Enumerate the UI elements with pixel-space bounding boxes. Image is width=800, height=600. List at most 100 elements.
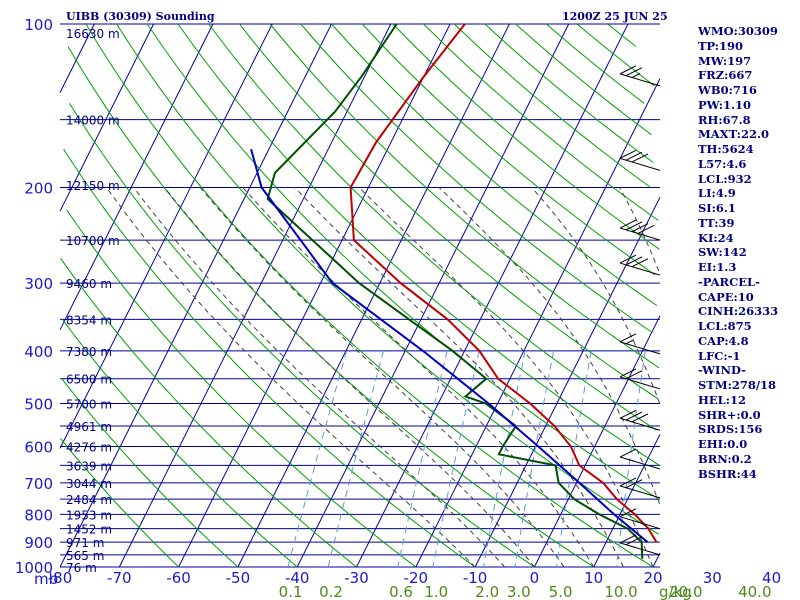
dry-adiabat-line: [66, 209, 417, 568]
pressure-unit-label: mb: [34, 570, 58, 588]
temperature-line: [349, 23, 658, 543]
height-labels: 16630 m 14000 m 12150 m 10700 m 9460 m 8354 m…: [66, 27, 120, 575]
height-label: 16630 m: [66, 27, 120, 41]
chart-time: 1200Z 25 JUN 25: [562, 10, 668, 23]
mixing-ratio-tick-label: 0.6: [389, 583, 413, 600]
moist-adiabat-line: [242, 187, 595, 568]
wind-barb: [619, 477, 661, 499]
dry-adiabat-grid: [60, 23, 660, 568]
wind-barb: [619, 448, 661, 470]
dry-adiabat-line: [60, 438, 179, 568]
temperature-tick-label: -10: [463, 569, 488, 587]
index-item: SHR+:0.0: [698, 407, 761, 422]
dry-adiabat-line: [545, 23, 645, 104]
mixing-ratio-line: [397, 350, 448, 568]
moist-adiabat-line: [618, 187, 660, 272]
wind-barb: [619, 368, 661, 390]
isotherm-line: [59, 23, 155, 212]
wind-barb: [619, 409, 661, 431]
moist-adiabat-line: [531, 187, 661, 404]
index-item: SI:6.1: [698, 201, 736, 215]
wind-barb: [619, 254, 661, 276]
isotherm-line: [593, 434, 661, 568]
height-label: 971 m: [66, 536, 104, 550]
wind-barbs: [619, 65, 661, 556]
pressure-tick-label: 100: [24, 16, 53, 34]
isotherm-line: [118, 23, 392, 568]
index-item: CINH:26333: [698, 304, 779, 319]
index-item: KI:24: [698, 230, 734, 245]
wind-barb: [619, 149, 661, 171]
temperature-tick-label: -30: [344, 569, 369, 587]
index-item: LI:4.9: [698, 186, 736, 201]
moist-adiabat-line: [294, 187, 624, 568]
pressure-tick-label: 200: [24, 179, 53, 197]
chart-title: UIBB (30309) Sounding: [66, 10, 215, 23]
pressure-tick-label: 700: [24, 475, 53, 493]
temperature-tick-label: -70: [107, 569, 132, 587]
moist-adiabat-line: [438, 187, 661, 504]
isotherm-line: [178, 23, 451, 568]
index-item: SW:142: [698, 245, 747, 260]
index-item: TT:39: [698, 215, 735, 230]
dry-adiabat-line: [85, 23, 654, 568]
index-item: PW:1.10: [698, 97, 752, 112]
temperature-tick-label: 30: [703, 569, 722, 587]
wind-barb: [619, 534, 661, 556]
height-label: 8354 m: [66, 313, 112, 327]
dry-adiabat-line: [576, 23, 655, 87]
height-label: 76 m: [66, 561, 97, 575]
isotherm-line: [59, 23, 332, 568]
index-item: L57:4.6: [698, 156, 747, 171]
temperature-tick-label: 40: [762, 569, 781, 587]
height-label: 5700 m: [66, 398, 112, 412]
mixing-unit-label: g/kg: [659, 583, 692, 600]
moist-adiabat-line: [106, 187, 476, 568]
isotherm-line: [415, 78, 661, 568]
pressure-tick-label: 1000: [15, 559, 53, 577]
isotherm-line: [533, 315, 661, 568]
dry-adiabat-line: [61, 319, 298, 568]
mixing-ratio-tick-label: 40.0: [738, 583, 771, 600]
index-item: CAP:4.8: [698, 333, 749, 348]
dry-adiabat-line: [177, 23, 660, 466]
dry-adiabat-line: [61, 378, 239, 568]
mixing-ratio-line: [432, 350, 480, 568]
height-label: 2484 m: [66, 493, 112, 507]
wind-barb: [619, 65, 661, 87]
temperature-tick-label: -50: [226, 569, 251, 587]
mixing-ratio-line: [287, 350, 347, 568]
index-item: FRZ:667: [698, 68, 753, 83]
mixing-ratio-line: [327, 350, 384, 568]
mixing-ratio-tick-label: 5.0: [549, 583, 573, 600]
mixing-ratio-tick-label: 20.0: [669, 583, 702, 600]
dry-adiabat-line: [331, 23, 658, 307]
height-label: 14000 m: [66, 114, 120, 128]
sounding-series: [250, 23, 658, 559]
dry-adiabat-line: [392, 23, 660, 250]
index-item: BRN:0.2: [698, 451, 752, 466]
isotherm-line: [59, 23, 273, 449]
temperature-tick-label: -80: [48, 569, 73, 587]
dry-adiabat-line: [361, 23, 656, 276]
height-label: 3044 m: [66, 477, 112, 491]
mixing-ratio-line: [556, 350, 592, 568]
indices-panel: WMO:30309 TP:190 MW:197 FRZ:667 WB0:716 PW:1.…: [698, 24, 798, 481]
index-item: MAXT:22.0: [698, 127, 769, 142]
dry-adiabat-line: [515, 23, 652, 136]
index-item: -PARCEL-: [698, 274, 760, 289]
isobar-grid: [60, 23, 660, 568]
index-item: STM:278/18: [698, 378, 777, 392]
height-label: 4276 m: [66, 441, 112, 455]
mixing-ratio-tick-label: 0.2: [319, 583, 343, 600]
wind-barb: [619, 219, 661, 241]
height-label: 7380 m: [66, 345, 112, 359]
temperature-tick-label: 10: [584, 569, 603, 587]
moist-adiabat-line: [133, 187, 506, 568]
mixing-ratio-line: [483, 350, 526, 568]
dry-adiabat-line: [67, 46, 594, 568]
dry-adiabat-line: [60, 257, 357, 568]
index-item: LCL:932: [698, 171, 752, 186]
temperature-tick-label: -20: [404, 569, 429, 587]
dry-adiabat-line: [239, 23, 659, 400]
